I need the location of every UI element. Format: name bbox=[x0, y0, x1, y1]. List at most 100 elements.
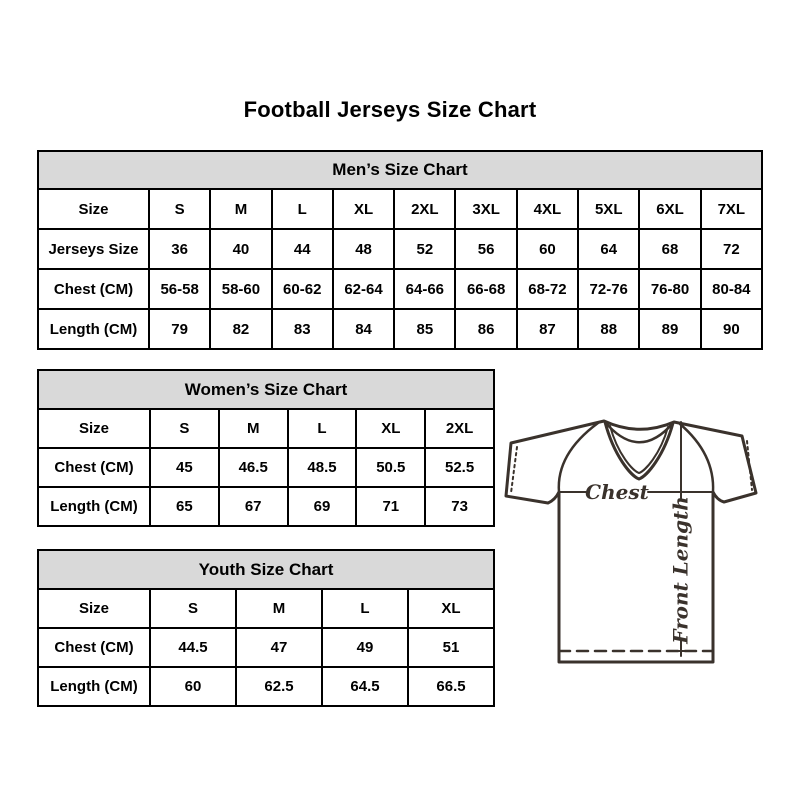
collar-v-inner bbox=[609, 425, 669, 474]
size-value-cell: 52 bbox=[393, 228, 457, 270]
table-row: Jerseys Size 36 40 44 48 52 56 60 64 68 72 bbox=[37, 228, 764, 270]
table-title: Men’s Size Chart bbox=[37, 150, 763, 190]
column-header: 2XL bbox=[424, 408, 495, 449]
right-shoulder-seam bbox=[678, 422, 715, 494]
jersey-outline-shape bbox=[504, 419, 758, 664]
column-header: M bbox=[209, 188, 273, 230]
size-value-cell: 89 bbox=[638, 308, 702, 350]
table-row: Length (CM) 65 67 69 71 73 bbox=[37, 486, 495, 527]
table-row: Chest (CM) 56-58 58-60 60-62 62-64 64-66 66-68… bbox=[37, 268, 764, 310]
column-header: L bbox=[270, 188, 334, 230]
mens-size-table: Men’s Size Chart Size S M L XL 2XL 3XL 4XL 5XL 6XL… bbox=[37, 150, 764, 350]
size-value-cell: 66-68 bbox=[454, 268, 518, 310]
column-header: S bbox=[147, 188, 212, 230]
collar-v-outer bbox=[603, 420, 675, 481]
left-cuff-dotted-line bbox=[510, 446, 518, 494]
row-label: Length (CM) bbox=[37, 666, 151, 707]
page-title: Football Jerseys Size Chart bbox=[243, 97, 537, 122]
size-value-cell: 50.5 bbox=[355, 447, 427, 488]
size-value-cell: 40 bbox=[209, 228, 273, 270]
size-value-cell: 72 bbox=[699, 228, 764, 270]
size-value-cell: 66.5 bbox=[407, 666, 495, 707]
jersey-measurement-diagram: Chest Front Length bbox=[504, 419, 758, 664]
size-value-cell: 64.5 bbox=[321, 666, 409, 707]
size-value-cell: 65 bbox=[149, 486, 220, 527]
size-value-cell: 47 bbox=[235, 627, 323, 668]
table-title: Youth Size Chart bbox=[37, 549, 495, 590]
row-label: Length (CM) bbox=[37, 308, 150, 350]
womens-size-table: Women’s Size Chart Size S M L XL 2XL Chest (CM)… bbox=[37, 369, 495, 527]
youth-size-table: Youth Size Chart Size S M L XL Chest (CM) 44.5 4… bbox=[37, 549, 495, 707]
size-value-cell: 58-60 bbox=[209, 268, 273, 310]
size-value-cell: 49 bbox=[321, 627, 409, 668]
column-header: 2XL bbox=[393, 188, 457, 230]
size-value-cell: 44.5 bbox=[149, 627, 237, 668]
front-length-label: Front Length bbox=[669, 496, 693, 645]
size-value-cell: 46.5 bbox=[217, 447, 289, 488]
size-value-cell: 62-64 bbox=[331, 268, 396, 310]
size-value-cell: 48.5 bbox=[286, 447, 358, 488]
size-value-cell: 83 bbox=[270, 308, 334, 350]
size-value-cell: 87 bbox=[515, 308, 580, 350]
size-value-cell: 56-58 bbox=[147, 268, 212, 310]
row-label: Chest (CM) bbox=[37, 268, 150, 310]
column-header: 4XL bbox=[515, 188, 580, 230]
left-shoulder-seam bbox=[557, 421, 600, 494]
size-value-cell: 67 bbox=[217, 486, 289, 527]
size-value-cell: 62.5 bbox=[235, 666, 323, 707]
size-value-cell: 69 bbox=[286, 486, 358, 527]
column-header: S bbox=[149, 588, 237, 629]
size-value-cell: 44 bbox=[270, 228, 334, 270]
size-value-cell: 56 bbox=[454, 228, 518, 270]
column-header: XL bbox=[407, 588, 495, 629]
table-row: Chest (CM) 45 46.5 48.5 50.5 52.5 bbox=[37, 447, 495, 488]
column-header: 5XL bbox=[577, 188, 641, 230]
column-header: S bbox=[149, 408, 220, 449]
row-label-header: Size bbox=[37, 408, 151, 449]
size-value-cell: 90 bbox=[699, 308, 764, 350]
table-row: Chest (CM) 44.5 47 49 51 bbox=[37, 627, 495, 668]
size-value-cell: 60-62 bbox=[270, 268, 334, 310]
row-label: Chest (CM) bbox=[37, 447, 151, 488]
column-header: M bbox=[217, 408, 289, 449]
row-label-header: Size bbox=[37, 188, 150, 230]
size-value-cell: 68 bbox=[638, 228, 702, 270]
size-value-cell: 73 bbox=[424, 486, 495, 527]
size-value-cell: 52.5 bbox=[424, 447, 495, 488]
size-value-cell: 80-84 bbox=[699, 268, 764, 310]
size-value-cell: 88 bbox=[577, 308, 641, 350]
right-cuff-dotted-line bbox=[746, 440, 753, 491]
size-value-cell: 79 bbox=[147, 308, 212, 350]
size-value-cell: 76-80 bbox=[638, 268, 702, 310]
size-value-cell: 60 bbox=[515, 228, 580, 270]
table-row: Length (CM) 60 62.5 64.5 66.5 bbox=[37, 666, 495, 707]
size-value-cell: 51 bbox=[407, 627, 495, 668]
size-value-cell: 72-76 bbox=[577, 268, 641, 310]
size-value-cell: 60 bbox=[149, 666, 237, 707]
size-value-cell: 48 bbox=[331, 228, 396, 270]
size-value-cell: 68-72 bbox=[515, 268, 580, 310]
size-value-cell: 82 bbox=[209, 308, 273, 350]
size-value-cell: 71 bbox=[355, 486, 427, 527]
column-header: XL bbox=[355, 408, 427, 449]
column-header: 3XL bbox=[454, 188, 518, 230]
size-value-cell: 45 bbox=[149, 447, 220, 488]
size-value-cell: 85 bbox=[393, 308, 457, 350]
column-header: 6XL bbox=[638, 188, 702, 230]
table-row: Length (CM) 79 82 83 84 85 86 87 88 89 90 bbox=[37, 308, 764, 350]
column-header: 7XL bbox=[699, 188, 764, 230]
row-label: Chest (CM) bbox=[37, 627, 151, 668]
table-title: Women’s Size Chart bbox=[37, 369, 495, 410]
column-header: M bbox=[235, 588, 323, 629]
row-label-header: Size bbox=[37, 588, 151, 629]
size-value-cell: 64-66 bbox=[393, 268, 457, 310]
size-value-cell: 36 bbox=[147, 228, 212, 270]
size-value-cell: 64 bbox=[577, 228, 641, 270]
size-value-cell: 84 bbox=[331, 308, 396, 350]
column-header: L bbox=[321, 588, 409, 629]
column-header: L bbox=[286, 408, 358, 449]
row-label: Length (CM) bbox=[37, 486, 151, 527]
size-value-cell: 86 bbox=[454, 308, 518, 350]
row-label: Jerseys Size bbox=[37, 228, 150, 270]
